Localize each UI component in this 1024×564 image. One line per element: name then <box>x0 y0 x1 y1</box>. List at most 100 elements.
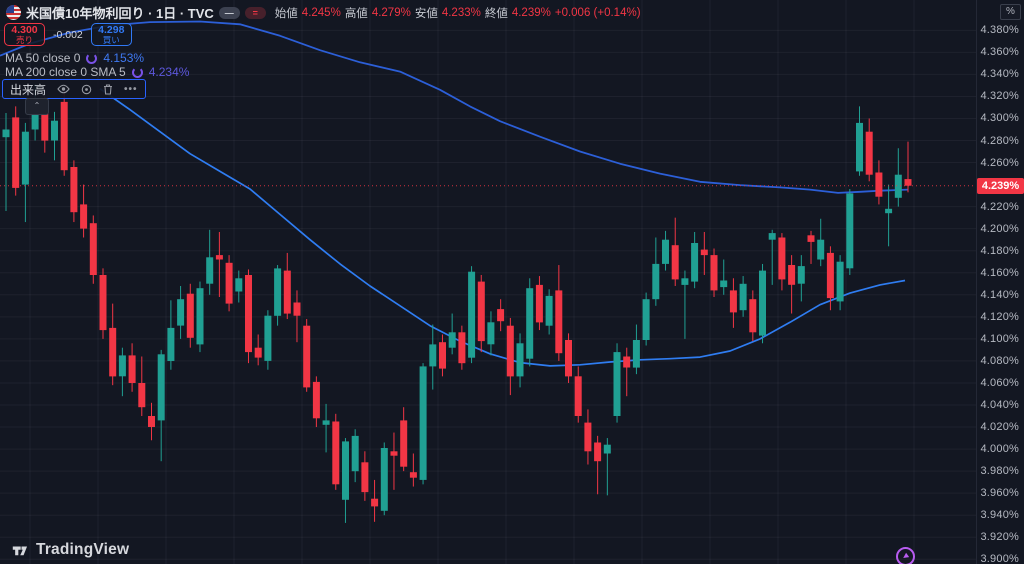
candle <box>875 172 883 197</box>
candle <box>477 281 485 342</box>
candle <box>99 275 107 331</box>
symbol-title[interactable]: 米国債10年物利回り · 1日 · TVC <box>26 6 214 21</box>
candle <box>700 249 708 256</box>
ma50-line <box>99 88 906 367</box>
axis-tick-label: 4.020% <box>980 421 1019 433</box>
purple-circle-arrow-icon[interactable]: ◄ <box>896 547 915 564</box>
legend-equals-badge[interactable]: = <box>244 6 266 19</box>
candle <box>739 283 747 311</box>
delete-icon[interactable] <box>103 83 113 95</box>
candle <box>12 117 20 188</box>
axis-tick-label: 3.980% <box>980 465 1019 477</box>
candle <box>671 245 679 280</box>
axis-tick-label: 3.960% <box>980 487 1019 499</box>
candle <box>487 322 495 345</box>
current-price-label: 4.239% <box>977 178 1024 194</box>
candle <box>807 235 815 242</box>
axis-tick-label: 4.040% <box>980 399 1019 411</box>
candle <box>148 416 155 427</box>
candle <box>817 239 825 260</box>
candle <box>118 355 126 377</box>
tradingview-mark-icon <box>12 546 28 555</box>
axis-tick-label: 4.300% <box>980 112 1019 124</box>
axis-tick-label: 3.900% <box>980 553 1019 564</box>
candle <box>468 271 476 358</box>
candle <box>371 498 379 507</box>
candle <box>235 278 243 292</box>
candle <box>177 299 185 326</box>
candle <box>128 355 136 383</box>
buy-price: 4.298 <box>98 23 125 36</box>
trade-panel: 4.300 売り -0.002 4.298 買い <box>4 23 132 46</box>
candle <box>613 352 621 416</box>
candle <box>60 101 68 171</box>
tradingview-logo[interactable]: TradingView <box>12 541 129 559</box>
price-chart[interactable] <box>0 0 977 564</box>
axis-tick-label: 4.380% <box>980 24 1019 36</box>
axis-tick-label: 3.920% <box>980 531 1019 543</box>
candle <box>458 332 466 364</box>
ma50-legend[interactable]: MA 50 close 0 4.153% <box>5 51 144 65</box>
candle <box>681 278 689 285</box>
sell-button[interactable]: 4.300 売り <box>4 23 45 46</box>
axis-tick-label: 4.060% <box>980 377 1019 389</box>
candle <box>380 448 388 511</box>
visibility-icon[interactable] <box>57 84 70 94</box>
volume-legend-toolbar[interactable]: 出来高 ••• <box>2 79 146 99</box>
candle <box>545 295 553 326</box>
open-label: 始値 <box>274 7 298 20</box>
candle <box>652 263 660 300</box>
candle <box>167 327 175 361</box>
legend-minus-badge[interactable]: — <box>218 6 240 19</box>
candle <box>778 237 786 280</box>
axis-tick-label: 4.200% <box>980 223 1019 235</box>
candle <box>584 422 592 452</box>
candle <box>516 343 524 377</box>
candle <box>225 262 233 304</box>
ma200-legend[interactable]: MA 200 close 0 SMA 5 4.234% <box>5 65 189 79</box>
pane-collapse-button[interactable]: ⌃ <box>25 98 49 115</box>
axis-tick-label: 4.000% <box>980 443 1019 455</box>
candle <box>80 204 88 229</box>
ma200-value: 4.234% <box>148 65 190 79</box>
candle <box>846 193 854 269</box>
candle <box>342 441 349 500</box>
candle <box>21 131 29 185</box>
high-value: 4.279% <box>371 6 411 19</box>
ma50-name: MA 50 close 0 <box>5 51 81 65</box>
candle <box>885 208 893 214</box>
ohlc-values: 始値 4.245% 高値 4.279% 安値 4.233% 終値 4.239% +0.0… <box>275 5 641 21</box>
percent-scale-button[interactable]: % <box>1000 4 1021 20</box>
axis-tick-label: 4.180% <box>980 245 1019 257</box>
candle <box>555 290 563 354</box>
axis-tick-label: 3.940% <box>980 509 1019 521</box>
candle <box>729 290 737 313</box>
candle <box>157 354 165 421</box>
candle <box>400 420 408 467</box>
candle <box>632 340 640 368</box>
candle <box>254 347 262 358</box>
ma200-line <box>0 20 909 194</box>
candle <box>293 302 301 316</box>
symbol-legend[interactable]: 米国債10年物利回り · 1日 · TVC — = 始値 4.245% 高値 4.2… <box>6 4 641 21</box>
candle <box>749 299 757 333</box>
axis-tick-label: 4.280% <box>980 135 1019 147</box>
candle <box>312 381 320 419</box>
ma50-value: 4.153% <box>103 51 145 65</box>
price-axis[interactable]: % 4.380% 4.360% 4.340% 4.320% 4.300% 4.280% 4.… <box>976 0 1024 564</box>
candle <box>2 129 10 138</box>
open-value: 4.245% <box>301 6 341 19</box>
buy-button[interactable]: 4.298 買い <box>90 23 132 46</box>
candle <box>603 444 611 454</box>
candle <box>429 344 437 367</box>
buy-label: 買い <box>102 35 120 45</box>
candle <box>565 340 572 377</box>
sell-label: 売り <box>15 35 33 45</box>
settings-icon[interactable] <box>81 84 92 95</box>
candle <box>836 261 844 302</box>
candle <box>710 255 718 291</box>
loading-spinner-icon <box>131 66 143 78</box>
candle <box>215 255 223 260</box>
more-options-icon[interactable]: ••• <box>124 83 138 95</box>
axis-tick-label: 4.320% <box>980 90 1019 102</box>
